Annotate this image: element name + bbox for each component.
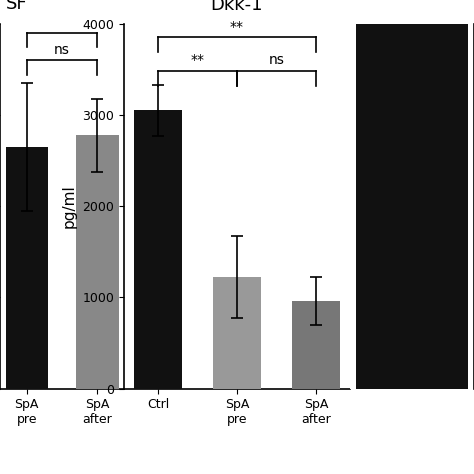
Text: **: ** [230,20,244,34]
Bar [292,301,339,389]
Bar [6,147,48,389]
Text: **: ** [191,54,205,67]
Title: Dkk-1: Dkk-1 [211,0,263,14]
Bar [213,277,261,389]
Y-axis label: pg/ml: pg/ml [62,184,77,228]
Bar [76,135,118,389]
Text: ns: ns [54,43,70,56]
Text: ns: ns [269,54,284,67]
Bar [135,110,182,389]
Text: SF: SF [6,0,28,12]
